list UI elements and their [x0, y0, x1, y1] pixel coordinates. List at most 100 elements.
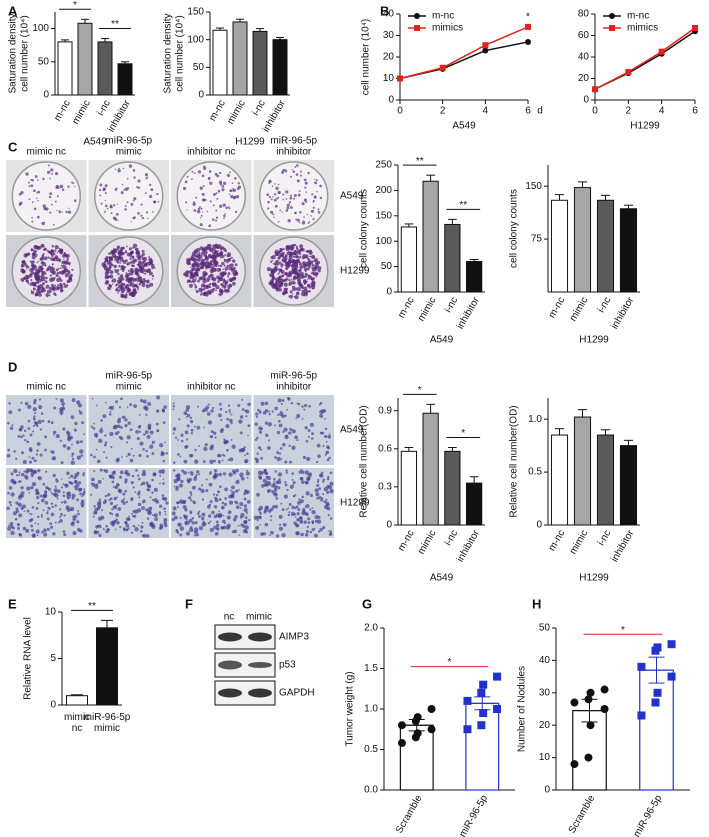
cell: [180, 526, 184, 530]
cell: [154, 517, 158, 521]
colony: [312, 288, 314, 290]
cell: [277, 486, 280, 489]
marker: [525, 39, 531, 45]
cell: [293, 481, 296, 484]
cell: [295, 516, 297, 518]
colony: [105, 205, 108, 208]
cell: [261, 484, 265, 488]
cell: [246, 532, 248, 534]
cell: [72, 398, 76, 402]
cell: [9, 501, 12, 504]
colony: [183, 272, 187, 276]
colony: [132, 278, 136, 282]
cell: [289, 461, 292, 464]
colony: [113, 265, 116, 268]
cell: [111, 521, 113, 523]
cell: [33, 407, 37, 411]
cell: [156, 410, 159, 413]
cell: [285, 469, 287, 471]
cell: [147, 435, 151, 439]
cell: [229, 412, 231, 414]
colony: [210, 261, 212, 263]
colony: [201, 208, 203, 210]
colony: [117, 204, 118, 205]
bar: [253, 31, 267, 95]
colony: [274, 193, 276, 195]
colony: [269, 196, 271, 198]
cell: [316, 484, 319, 487]
colony: [121, 191, 124, 194]
colony: [282, 199, 284, 201]
cell: [76, 440, 80, 444]
colony: [41, 277, 45, 281]
colony: [191, 256, 194, 259]
y-tick-label: 0: [43, 90, 49, 101]
colony: [129, 164, 132, 167]
cell: [258, 446, 261, 449]
cell: [267, 476, 271, 480]
colony: [140, 204, 142, 206]
cell: [68, 477, 70, 479]
cell: [273, 478, 276, 481]
colony: [228, 277, 229, 278]
cell: [154, 498, 158, 502]
cell: [192, 500, 194, 502]
cell: [78, 403, 82, 407]
x-tick-label: mimic: [568, 295, 591, 323]
colony: [109, 276, 111, 278]
cell: [196, 470, 199, 473]
colony: [138, 256, 142, 260]
cell: [35, 488, 39, 492]
cell: [281, 403, 283, 405]
colony: [195, 197, 197, 199]
cell: [228, 459, 230, 461]
colony: [149, 258, 152, 261]
colony: [133, 200, 135, 202]
colony: [52, 264, 54, 266]
colony: [129, 293, 131, 295]
cell: [10, 531, 14, 535]
cell: [181, 470, 184, 473]
colony: [302, 221, 305, 224]
cell: [194, 530, 198, 534]
cell: [224, 522, 226, 524]
cell: [123, 527, 126, 530]
data-point: [587, 689, 595, 697]
y-axis-title: cell colony counts: [509, 189, 520, 268]
colony: [202, 247, 206, 251]
colony: [291, 169, 292, 170]
colony: [144, 273, 146, 275]
colony: [229, 255, 231, 257]
column-header: mimic nc: [27, 382, 66, 393]
colony: [275, 253, 277, 255]
legend-marker: [609, 25, 615, 31]
colony: [297, 179, 300, 182]
cell: [137, 437, 140, 440]
cell: [51, 503, 53, 505]
colony: [288, 279, 290, 281]
colony: [189, 262, 191, 264]
cell: [76, 472, 79, 475]
data-point: [654, 689, 662, 697]
significance-label: **: [88, 601, 96, 612]
cell: [102, 414, 106, 418]
cell: [317, 444, 321, 448]
cell: [41, 499, 45, 503]
cell: [309, 508, 311, 510]
colony: [35, 277, 38, 280]
cell: [142, 448, 145, 451]
cell: [287, 397, 290, 400]
cell: [274, 407, 278, 411]
colony: [52, 271, 56, 275]
y-tick-label: 50: [38, 56, 50, 67]
colony: [120, 247, 124, 251]
cell: [192, 530, 194, 532]
cell: [291, 506, 294, 509]
colony: [235, 263, 238, 266]
y-tick-label: 75: [531, 234, 543, 245]
colony: [69, 275, 73, 279]
cell: [100, 469, 103, 472]
colony: [129, 261, 132, 264]
cell: [161, 527, 163, 529]
cell: [225, 424, 229, 428]
